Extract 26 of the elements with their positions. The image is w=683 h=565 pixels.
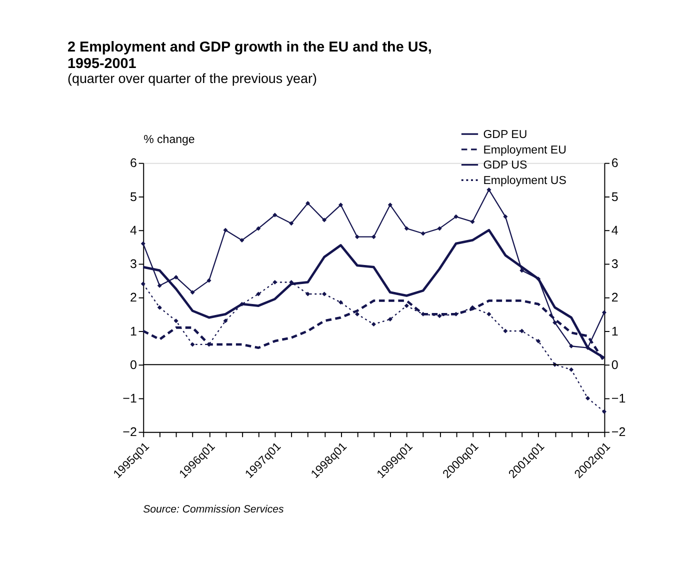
y-tick-label: 1 <box>130 324 137 338</box>
y-tick-label: 2 <box>130 290 137 305</box>
y-tick-label: 3 <box>130 257 137 272</box>
y2-tick-label: 4 <box>611 223 618 238</box>
y2-tick-label: −1 <box>611 392 626 406</box>
y2-tick-label: −2 <box>611 425 626 440</box>
y2-tick-label: 1 <box>611 324 618 338</box>
legend-label: GDP US <box>483 160 528 172</box>
y-tick-label: 4 <box>130 223 137 238</box>
y2-tick-label: 0 <box>611 358 618 372</box>
y-axis-title: % change <box>144 134 195 146</box>
chart-title: 2 Employment and GDP growth in the EU and the US, 1995-2001 <box>67 39 432 72</box>
y2-tick-label: 5 <box>611 190 618 204</box>
legend-label: GDP EU <box>483 128 528 141</box>
legend-label: Employment EU <box>483 144 566 156</box>
y2-tick-label: 6 <box>611 156 618 170</box>
y-tick-label: −1 <box>122 392 137 406</box>
chart-subtitle: (quarter over quarter of the previous year) <box>67 71 317 86</box>
source-note: Source: Commission Services <box>143 504 285 516</box>
y-tick-label: −2 <box>122 425 137 440</box>
y2-tick-label: 3 <box>611 257 618 272</box>
y-tick-label: 5 <box>130 190 137 204</box>
legend-label: Employment US <box>483 175 567 188</box>
y2-tick-label: 2 <box>611 290 618 305</box>
y-tick-label: 6 <box>130 156 137 170</box>
y-tick-label: 0 <box>130 358 137 372</box>
